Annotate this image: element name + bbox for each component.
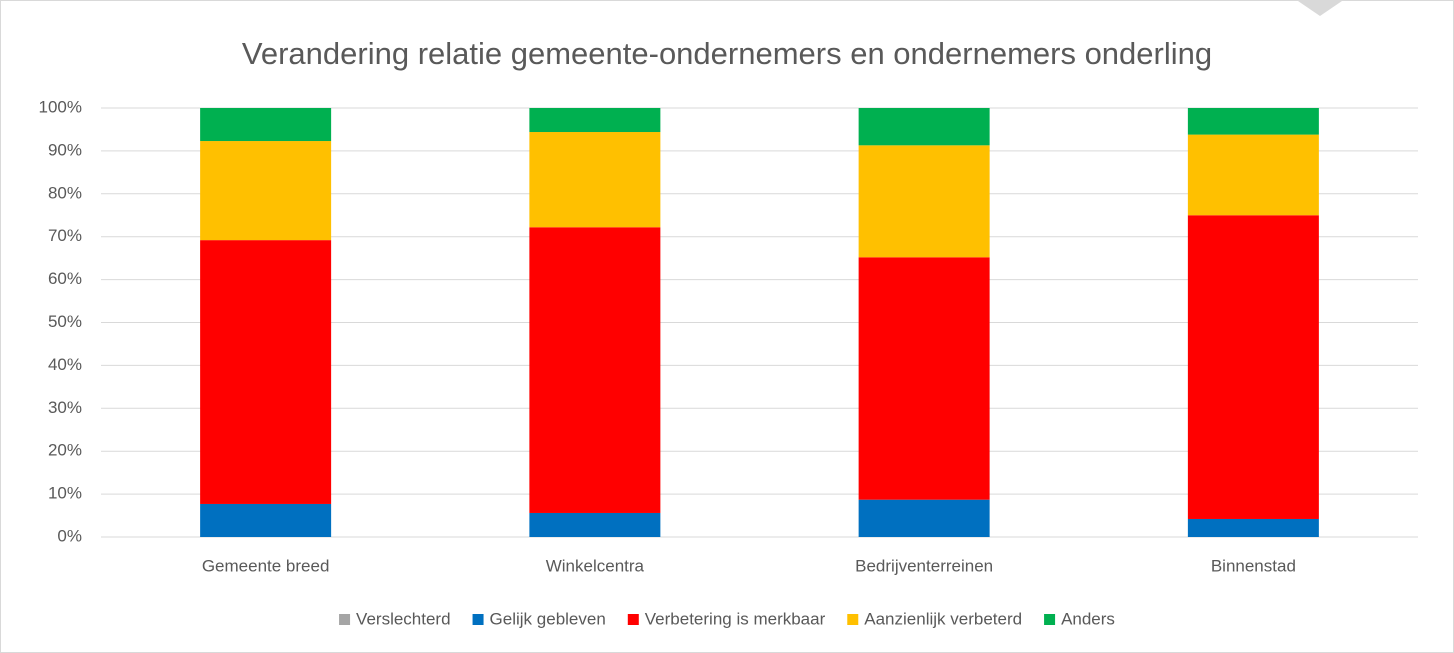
bar-segment: [1187, 518, 1319, 537]
x-tick-label: Winkelcentra: [546, 556, 645, 575]
chart-title: Verandering relatie gemeente-ondernemers…: [242, 36, 1212, 71]
legend-swatch: [1044, 614, 1056, 625]
y-tick-label: 70%: [48, 226, 82, 245]
y-tick-label: 60%: [48, 269, 82, 288]
bar-segment: [200, 240, 332, 504]
bar-segment: [200, 108, 332, 142]
legend-label: Anders: [1061, 609, 1115, 628]
bar-segment: [529, 227, 661, 513]
y-tick-label: 10%: [48, 484, 82, 503]
y-tick-label: 30%: [48, 398, 82, 417]
legend-label: Verslechterd: [356, 609, 451, 628]
x-tick-label: Bedrijventerreinen: [855, 556, 993, 575]
frame-notch: [1298, 1, 1342, 16]
legend-label: Verbetering is merkbaar: [645, 609, 826, 628]
y-tick-label: 80%: [48, 183, 82, 202]
legend-swatch: [847, 614, 859, 625]
bar-segment: [1187, 215, 1319, 519]
y-tick-label: 90%: [48, 140, 82, 159]
bar-segment: [1187, 108, 1319, 135]
bar-segment: [1187, 134, 1319, 216]
bar-segment: [200, 503, 332, 537]
bar-segment: [200, 141, 332, 241]
bar-segment: [529, 512, 661, 537]
legend-label: Gelijk gebleven: [490, 609, 606, 628]
legend-swatch: [472, 614, 484, 625]
legend-label: Aanzienlijk verbeterd: [864, 609, 1022, 628]
y-tick-label: 100%: [39, 97, 82, 116]
bar-segment: [858, 257, 990, 500]
legend-swatch: [339, 614, 351, 625]
y-tick-label: 20%: [48, 441, 82, 460]
y-tick-label: 50%: [48, 312, 82, 331]
bar-segment: [529, 132, 661, 228]
x-tick-label: Gemeente breed: [202, 556, 330, 575]
y-tick-label: 40%: [48, 355, 82, 374]
bar-segment: [858, 108, 990, 146]
bar-segment: [529, 108, 661, 133]
legend-swatch: [627, 614, 639, 625]
bar-segment: [858, 145, 990, 258]
y-tick-label: 0%: [57, 526, 82, 545]
x-tick-label: Binnenstad: [1211, 556, 1296, 575]
bar-segment: [858, 499, 990, 537]
